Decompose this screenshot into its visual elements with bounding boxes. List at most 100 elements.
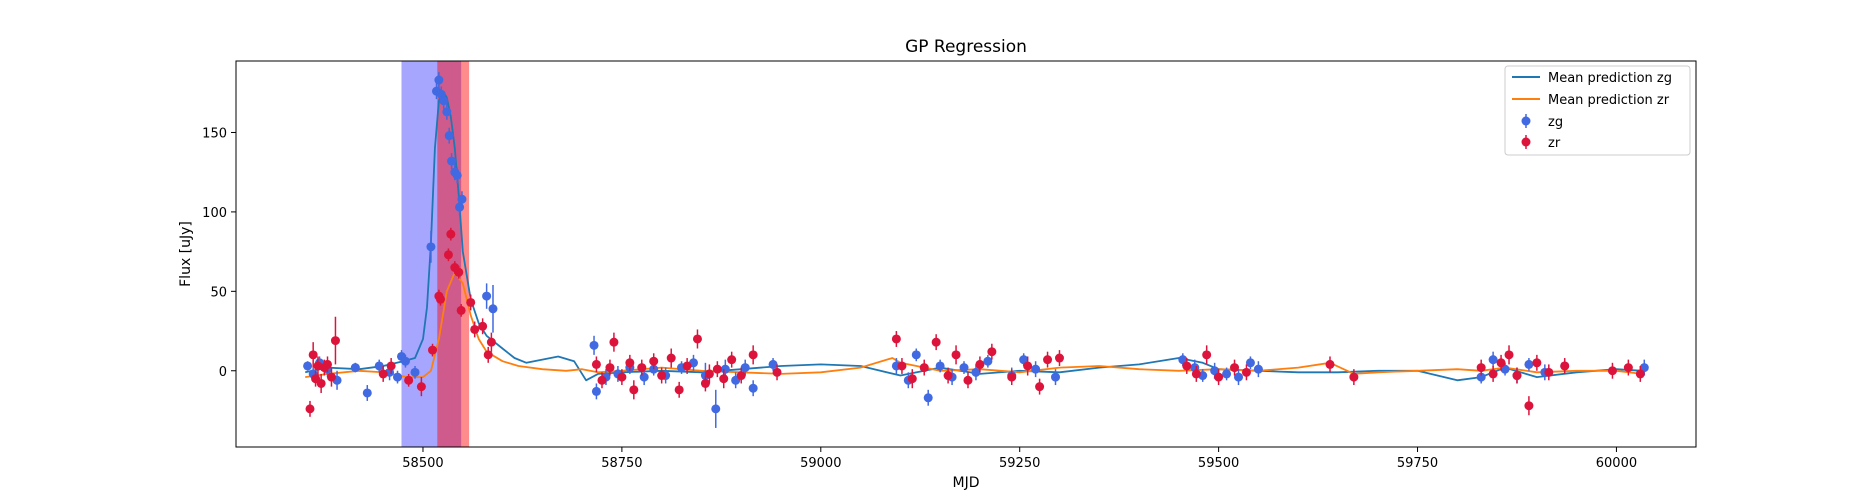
x-tick-label-2: 59000 <box>800 456 841 471</box>
y-axis-ticks: 0 50 100 150 <box>202 126 236 380</box>
point-zr-34 <box>649 356 659 366</box>
point-zg-32 <box>639 372 649 382</box>
point-zr-54 <box>951 350 961 360</box>
shaded-regions <box>401 61 470 447</box>
point-zr-32 <box>629 385 639 395</box>
x-tick-label-3: 59250 <box>999 456 1040 471</box>
point-zg-5 <box>350 363 360 373</box>
point-zr-8 <box>330 336 340 346</box>
point-zg-27 <box>589 340 599 350</box>
point-zr-10 <box>386 361 396 371</box>
point-zg-20 <box>447 156 457 166</box>
point-zg-0 <box>303 361 313 371</box>
point-zr-74 <box>1504 350 1514 360</box>
point-zr-76 <box>1524 401 1534 411</box>
x-tick-label-0: 58500 <box>402 456 443 471</box>
point-zg-6 <box>362 388 372 398</box>
point-zr-81 <box>1623 363 1633 373</box>
point-zg-17 <box>439 96 449 106</box>
point-zg-63 <box>1245 358 1255 368</box>
y-axis-label: Flux [uJy] <box>178 221 194 287</box>
point-zr-51 <box>919 363 929 373</box>
point-zg-19 <box>444 131 454 141</box>
data-points <box>303 72 1649 428</box>
point-zr-28 <box>605 363 615 373</box>
point-zr-82 <box>1635 369 1645 379</box>
legend-label-mean-zr: Mean prediction zr <box>1548 93 1670 108</box>
point-zr-0 <box>305 404 315 414</box>
point-zr-77 <box>1532 358 1542 368</box>
chart-title: GP Regression <box>905 37 1027 57</box>
x-tick-label-4: 59500 <box>1198 456 1239 471</box>
point-zr-80 <box>1607 366 1617 376</box>
point-zr-9 <box>378 369 388 379</box>
point-zr-53 <box>943 371 953 381</box>
point-zr-67 <box>1230 363 1240 373</box>
point-zr-63 <box>1182 361 1192 371</box>
point-zg-24 <box>457 194 467 204</box>
point-zg-69 <box>1524 359 1534 369</box>
point-zr-36 <box>666 353 676 363</box>
point-zr-31 <box>625 358 635 368</box>
shaded-region-1 <box>437 61 470 447</box>
point-zg-18 <box>442 107 452 117</box>
point-zr-29 <box>609 337 619 347</box>
point-zr-30 <box>617 372 627 382</box>
x-axis-ticks: 58500 58750 59000 59250 59500 59750 60000 <box>402 447 1637 471</box>
point-zr-33 <box>637 363 647 373</box>
legend-label-mean-zg: Mean prediction zg <box>1548 71 1672 86</box>
point-zg-25 <box>482 291 492 301</box>
point-zr-35 <box>657 371 667 381</box>
point-zg-48 <box>935 361 945 371</box>
point-zg-7 <box>374 361 384 371</box>
point-zr-39 <box>692 334 702 344</box>
legend-marker-zg <box>1521 116 1531 126</box>
x-tick-label-6: 60000 <box>1596 456 1637 471</box>
point-zr-60 <box>1035 382 1045 392</box>
point-zg-55 <box>1031 364 1041 374</box>
legend-marker-zr <box>1521 137 1531 147</box>
point-zg-56 <box>1051 372 1061 382</box>
legend-box <box>1504 65 1691 156</box>
y-tick-label-3: 150 <box>202 126 227 141</box>
point-zg-38 <box>711 404 721 414</box>
point-zr-21 <box>466 297 476 307</box>
point-zr-1 <box>308 350 318 360</box>
point-zg-62 <box>1234 372 1244 382</box>
point-zr-57 <box>987 347 997 357</box>
point-zg-42 <box>748 383 758 393</box>
point-zg-15 <box>434 75 444 85</box>
point-zr-23 <box>478 321 488 331</box>
point-zg-65 <box>1476 372 1486 382</box>
x-tick-label-5: 59750 <box>1397 456 1438 471</box>
point-zr-78 <box>1544 367 1554 377</box>
point-zr-71 <box>1476 363 1486 373</box>
point-zr-75 <box>1512 371 1522 381</box>
legend-label-zg: zg <box>1548 115 1563 130</box>
point-zr-7 <box>326 372 336 382</box>
point-zr-66 <box>1214 372 1224 382</box>
point-zr-24 <box>483 350 493 360</box>
series-line-1 <box>305 271 1643 378</box>
point-zg-22 <box>452 170 462 180</box>
x-tick-label-1: 58750 <box>601 456 642 471</box>
point-zr-6 <box>322 359 332 369</box>
y-tick-label-0: 0 <box>219 365 227 380</box>
legend-label-zr: zr <box>1548 136 1561 151</box>
point-zr-40 <box>700 378 710 388</box>
point-zr-22 <box>470 324 480 334</box>
point-zr-73 <box>1496 358 1506 368</box>
point-zr-47 <box>772 367 782 377</box>
point-zr-27 <box>597 375 607 385</box>
point-zr-64 <box>1191 369 1201 379</box>
point-zr-72 <box>1488 369 1498 379</box>
point-zr-68 <box>1241 367 1251 377</box>
point-zg-64 <box>1253 364 1263 374</box>
point-zr-69 <box>1325 359 1335 369</box>
point-zg-41 <box>740 363 750 373</box>
point-zg-50 <box>959 363 969 373</box>
point-zr-44 <box>727 355 737 365</box>
point-zr-37 <box>674 385 684 395</box>
point-zg-39 <box>720 364 730 374</box>
